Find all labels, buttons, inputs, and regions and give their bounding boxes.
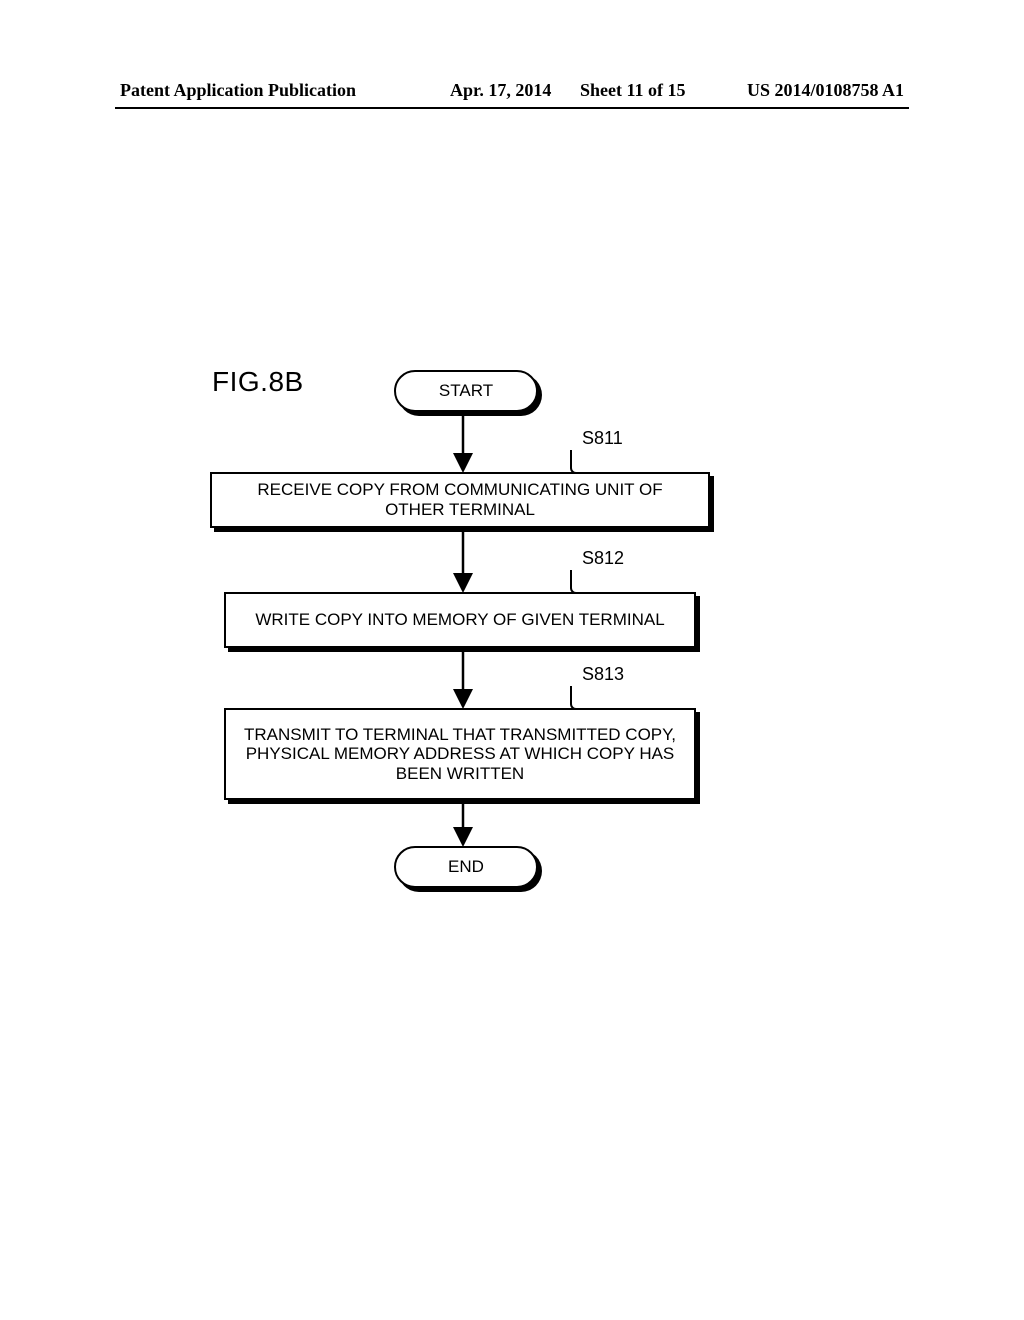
step-label-s811: S811 [582,428,623,449]
process-s813-text: TRANSMIT TO TERMINAL THAT TRANSMITTED CO… [240,725,680,784]
process-s813: TRANSMIT TO TERMINAL THAT TRANSMITTED CO… [224,708,696,800]
header-pubno: US 2014/0108758 A1 [747,80,904,101]
process-s812: WRITE COPY INTO MEMORY OF GIVEN TERMINAL [224,592,696,648]
process-s812-text: WRITE COPY INTO MEMORY OF GIVEN TERMINAL [255,610,664,630]
end-terminator: END [394,846,538,888]
header-sheet: Sheet 11 of 15 [580,80,686,101]
process-s811-text: RECEIVE COPY FROM COMMUNICATING UNIT OF … [226,480,694,519]
header-date: Apr. 17, 2014 [450,80,551,101]
process-s811: RECEIVE COPY FROM COMMUNICATING UNIT OF … [210,472,710,528]
leader-s812 [570,570,592,594]
leader-s813 [570,686,592,710]
leader-s811 [570,450,592,474]
step-label-s813: S813 [582,664,624,685]
header-publication: Patent Application Publication [120,80,356,101]
end-text: END [448,857,484,877]
step-label-s812: S812 [582,548,624,569]
header-rule [115,107,909,109]
